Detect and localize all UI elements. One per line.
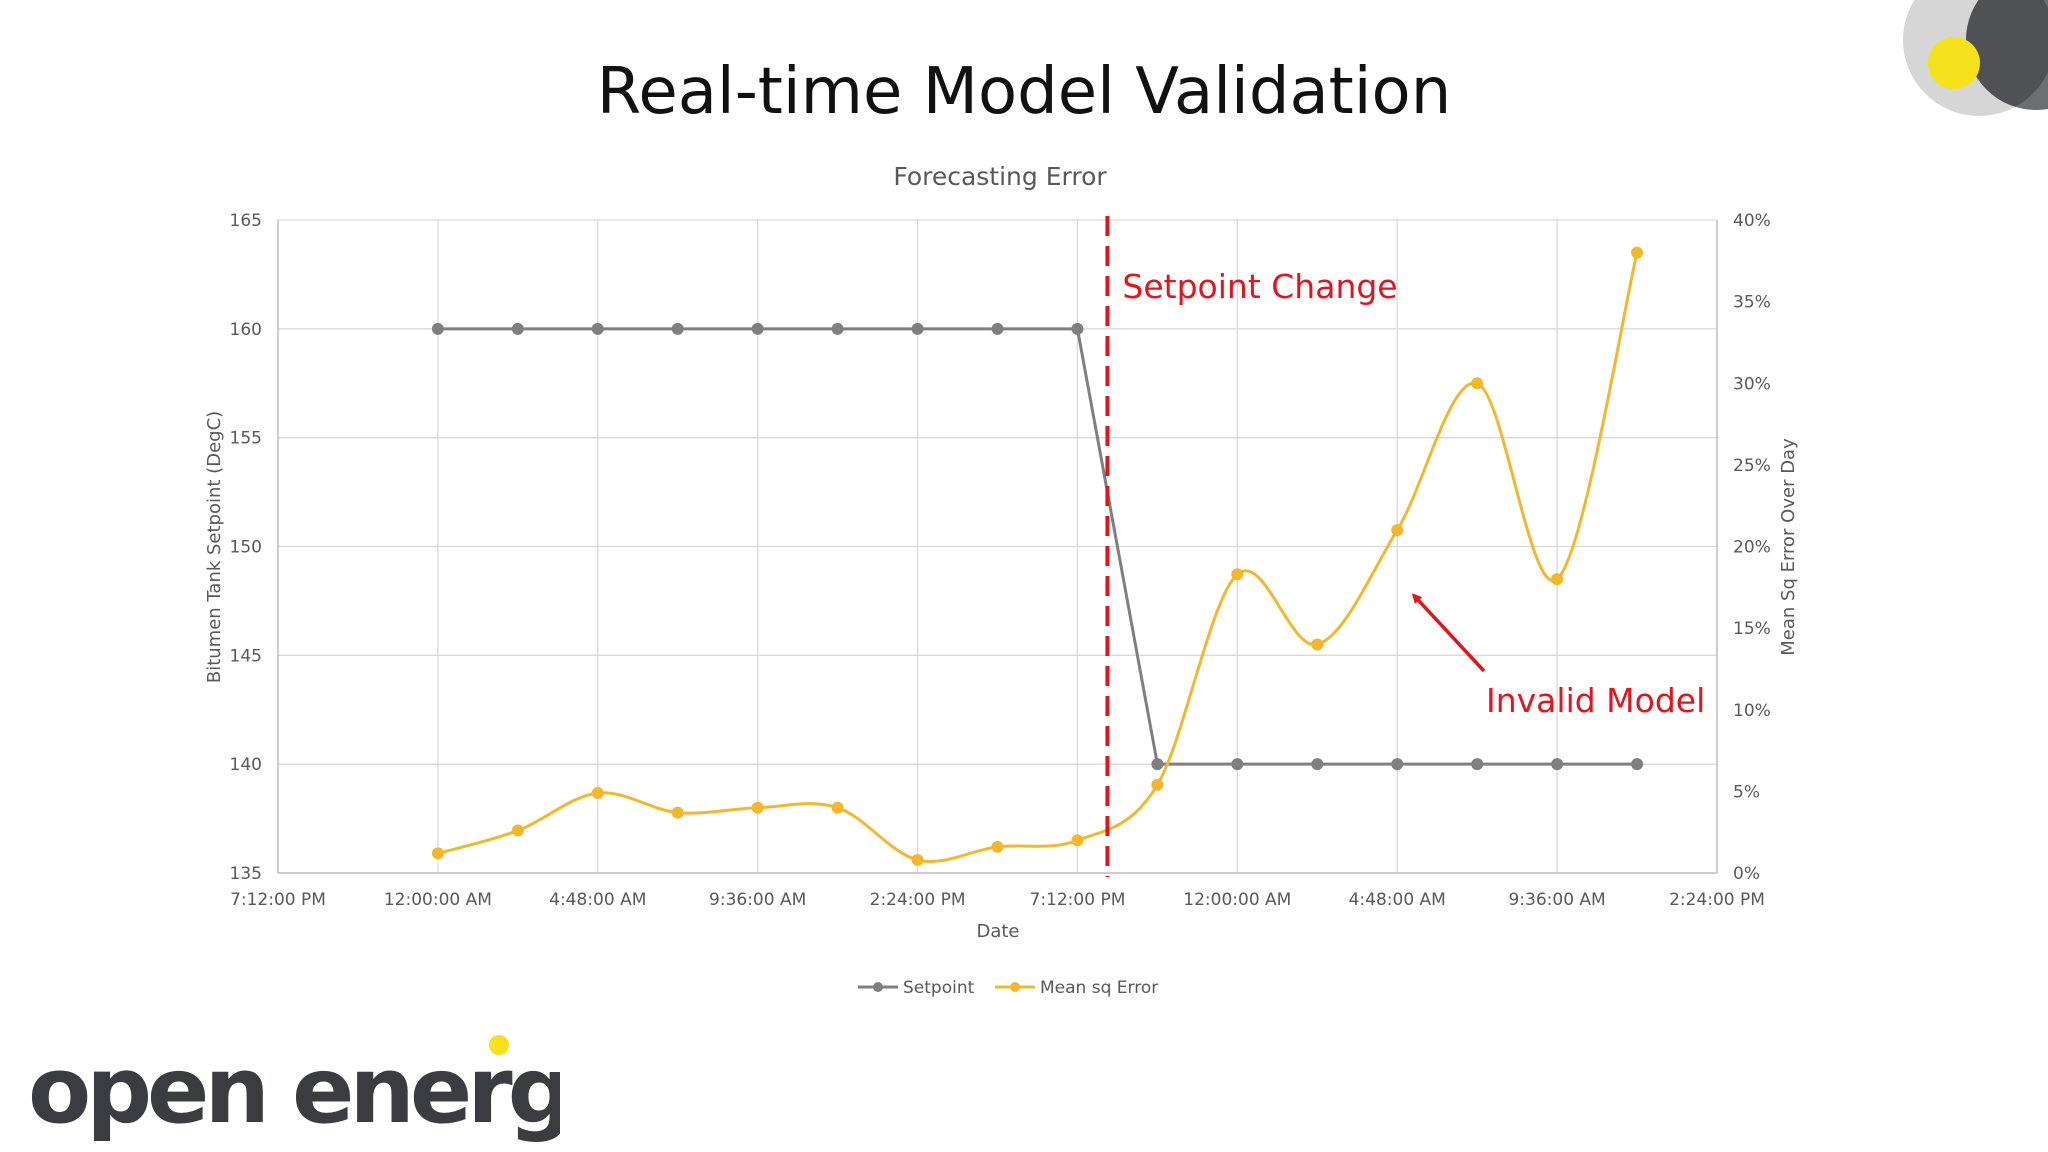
- setpoint-point: [671, 322, 684, 335]
- error-point: [1631, 246, 1644, 259]
- y2-tick-label: 40%: [1733, 211, 1771, 231]
- y2-tick-label: 5%: [1733, 782, 1760, 802]
- error-point: [511, 824, 524, 837]
- error-point: [1311, 638, 1324, 651]
- x-tick-label: 7:12:00 PM: [230, 890, 326, 910]
- y2-tick-label: 30%: [1733, 374, 1771, 394]
- y-tick-label: 145: [230, 646, 262, 666]
- error-point: [1231, 568, 1244, 581]
- x-tick-label: 7:12:00 PM: [1030, 890, 1126, 910]
- y2-tick-label: 10%: [1733, 701, 1771, 721]
- setpoint-point: [751, 322, 764, 335]
- x-tick-label: 9:36:00 AM: [1508, 890, 1605, 910]
- setpoint-line: [437, 327, 1638, 766]
- error-point: [1071, 834, 1084, 847]
- y-tick-label: 160: [230, 320, 262, 340]
- x-tick-label: 4:48:00 AM: [1349, 890, 1446, 910]
- x-tick-label: 9:36:00 AM: [709, 890, 806, 910]
- x-tick-label: 12:00:00 AM: [1183, 890, 1291, 910]
- y2-tick-label: 20%: [1733, 538, 1771, 558]
- open-energi-logo: open energi: [28, 1035, 560, 1144]
- error-point: [1391, 524, 1404, 537]
- legend-setpoint-marker: [873, 982, 883, 992]
- series: [431, 246, 1644, 866]
- setpoint-point: [1631, 758, 1644, 771]
- error-point: [591, 787, 604, 800]
- setpoint-point: [911, 322, 924, 335]
- error-point: [751, 801, 764, 814]
- error-point: [1551, 573, 1564, 586]
- y2-axis-title: Mean Sq Error Over Day: [1778, 438, 1799, 656]
- deco-circle-yellow: [1928, 37, 1980, 89]
- legend-error-label: Mean sq Error: [1040, 978, 1158, 998]
- legend-error-marker: [1010, 982, 1020, 992]
- setpoint-point: [831, 322, 844, 335]
- error-point: [671, 806, 684, 819]
- setpoint-point: [1311, 758, 1324, 771]
- y2-tick-label: 25%: [1733, 456, 1771, 476]
- error-point: [991, 840, 1004, 853]
- axes: 135 140 145 150 155 160 165 7:12:00 PM 12:00:00 …: [230, 211, 1771, 910]
- y2-tick-label: 15%: [1733, 619, 1771, 639]
- logo-text: open energi: [28, 1037, 560, 1144]
- y2-tick-label: 0%: [1733, 864, 1760, 884]
- y-tick-label: 140: [230, 755, 262, 775]
- y-tick-label: 150: [230, 538, 262, 558]
- y-tick-label: 135: [230, 864, 262, 884]
- grid: [277, 219, 1718, 874]
- x-tick-label: 2:24:00 PM: [870, 890, 966, 910]
- invalid-model-arrow: [1411, 593, 1486, 673]
- setpoint-point: [1471, 758, 1484, 771]
- setpoint-point: [1071, 322, 1084, 335]
- setpoint-point: [1151, 758, 1164, 771]
- y-tick-label: 165: [230, 211, 262, 231]
- slide-title: Real-time Model Validation: [596, 55, 1452, 129]
- error-point: [431, 847, 444, 860]
- setpoint-point: [591, 322, 604, 335]
- forecasting-error-chart: Forecasting Error 135 140 145 150 155 160 165 7…: [204, 162, 1799, 998]
- x-tick-label: 4:48:00 AM: [549, 890, 646, 910]
- error-point: [831, 801, 844, 814]
- setpoint-point: [1551, 758, 1564, 771]
- legend-setpoint-label: Setpoint: [903, 978, 975, 998]
- invalid-model-label: Invalid Model: [1486, 681, 1705, 720]
- legend: Setpoint Mean sq Error: [858, 978, 1158, 998]
- error-point: [911, 853, 924, 866]
- deco-circle-overlap: [1966, 0, 2048, 110]
- x-tick-label: 12:00:00 AM: [384, 890, 492, 910]
- annotations: Setpoint Change Invalid Model: [1105, 216, 1705, 877]
- setpoint-point: [1231, 758, 1244, 771]
- x-tick-label: 2:24:00 PM: [1669, 890, 1765, 910]
- corner-decoration-icon: [1903, 0, 2048, 116]
- error-line: [437, 252, 1639, 863]
- error-point: [1471, 377, 1484, 390]
- y2-tick-label: 35%: [1733, 293, 1771, 313]
- y-axis-title: Bitumen Tank Setpoint (DegC): [204, 411, 225, 683]
- setpoint-point: [1391, 758, 1404, 771]
- setpoint-point: [511, 322, 524, 335]
- x-axis-title: Date: [976, 921, 1019, 942]
- y-tick-label: 155: [230, 429, 262, 449]
- error-point: [1151, 778, 1164, 791]
- setpoint-point: [431, 322, 444, 335]
- logo-dot-icon: [489, 1035, 509, 1055]
- setpoint-point: [991, 322, 1004, 335]
- setpoint-change-label: Setpoint Change: [1122, 267, 1397, 306]
- chart-title: Forecasting Error: [893, 162, 1107, 191]
